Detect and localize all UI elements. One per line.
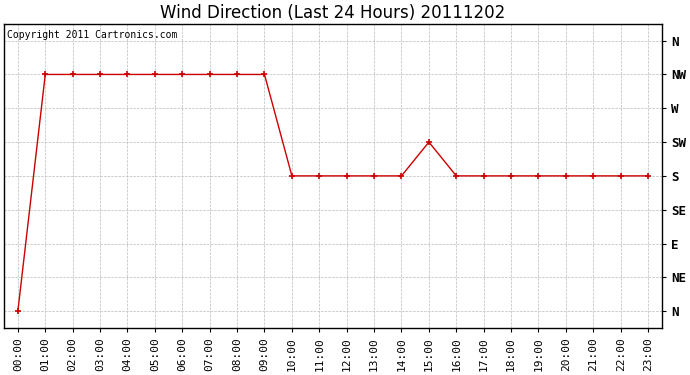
Title: Wind Direction (Last 24 Hours) 20111202: Wind Direction (Last 24 Hours) 20111202 [160,4,506,22]
Text: Copyright 2011 Cartronics.com: Copyright 2011 Cartronics.com [8,30,178,40]
